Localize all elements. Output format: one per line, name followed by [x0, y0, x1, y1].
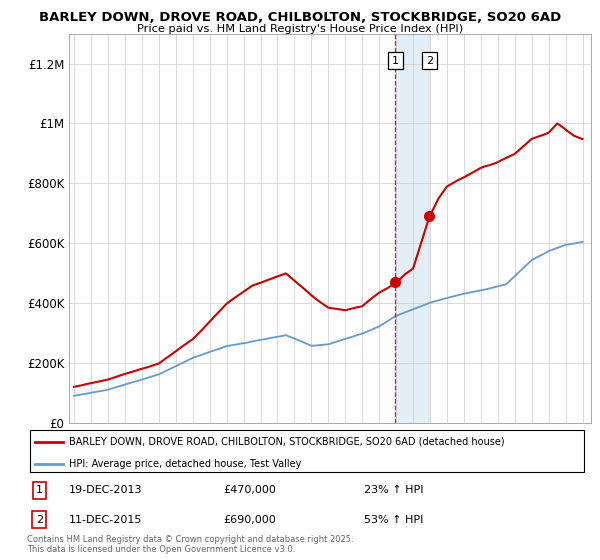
Text: HPI: Average price, detached house, Test Valley: HPI: Average price, detached house, Test…	[69, 459, 301, 469]
Text: 2: 2	[36, 515, 43, 525]
Text: 1: 1	[36, 485, 43, 495]
Text: 23% ↑ HPI: 23% ↑ HPI	[364, 485, 423, 495]
Text: 1: 1	[392, 55, 399, 66]
Text: 11-DEC-2015: 11-DEC-2015	[69, 515, 142, 525]
Text: Contains HM Land Registry data © Crown copyright and database right 2025.
This d: Contains HM Land Registry data © Crown c…	[27, 535, 353, 554]
Text: 2: 2	[426, 55, 433, 66]
Text: BARLEY DOWN, DROVE ROAD, CHILBOLTON, STOCKBRIDGE, SO20 6AD: BARLEY DOWN, DROVE ROAD, CHILBOLTON, STO…	[39, 11, 561, 24]
Text: 19-DEC-2013: 19-DEC-2013	[69, 485, 143, 495]
Text: Price paid vs. HM Land Registry's House Price Index (HPI): Price paid vs. HM Land Registry's House …	[137, 24, 463, 34]
FancyBboxPatch shape	[30, 431, 584, 472]
Text: £470,000: £470,000	[223, 485, 276, 495]
Text: 53% ↑ HPI: 53% ↑ HPI	[364, 515, 423, 525]
Bar	[395, 34, 429, 423]
Text: £690,000: £690,000	[223, 515, 276, 525]
Text: BARLEY DOWN, DROVE ROAD, CHILBOLTON, STOCKBRIDGE, SO20 6AD (detached house): BARLEY DOWN, DROVE ROAD, CHILBOLTON, STO…	[69, 437, 505, 447]
